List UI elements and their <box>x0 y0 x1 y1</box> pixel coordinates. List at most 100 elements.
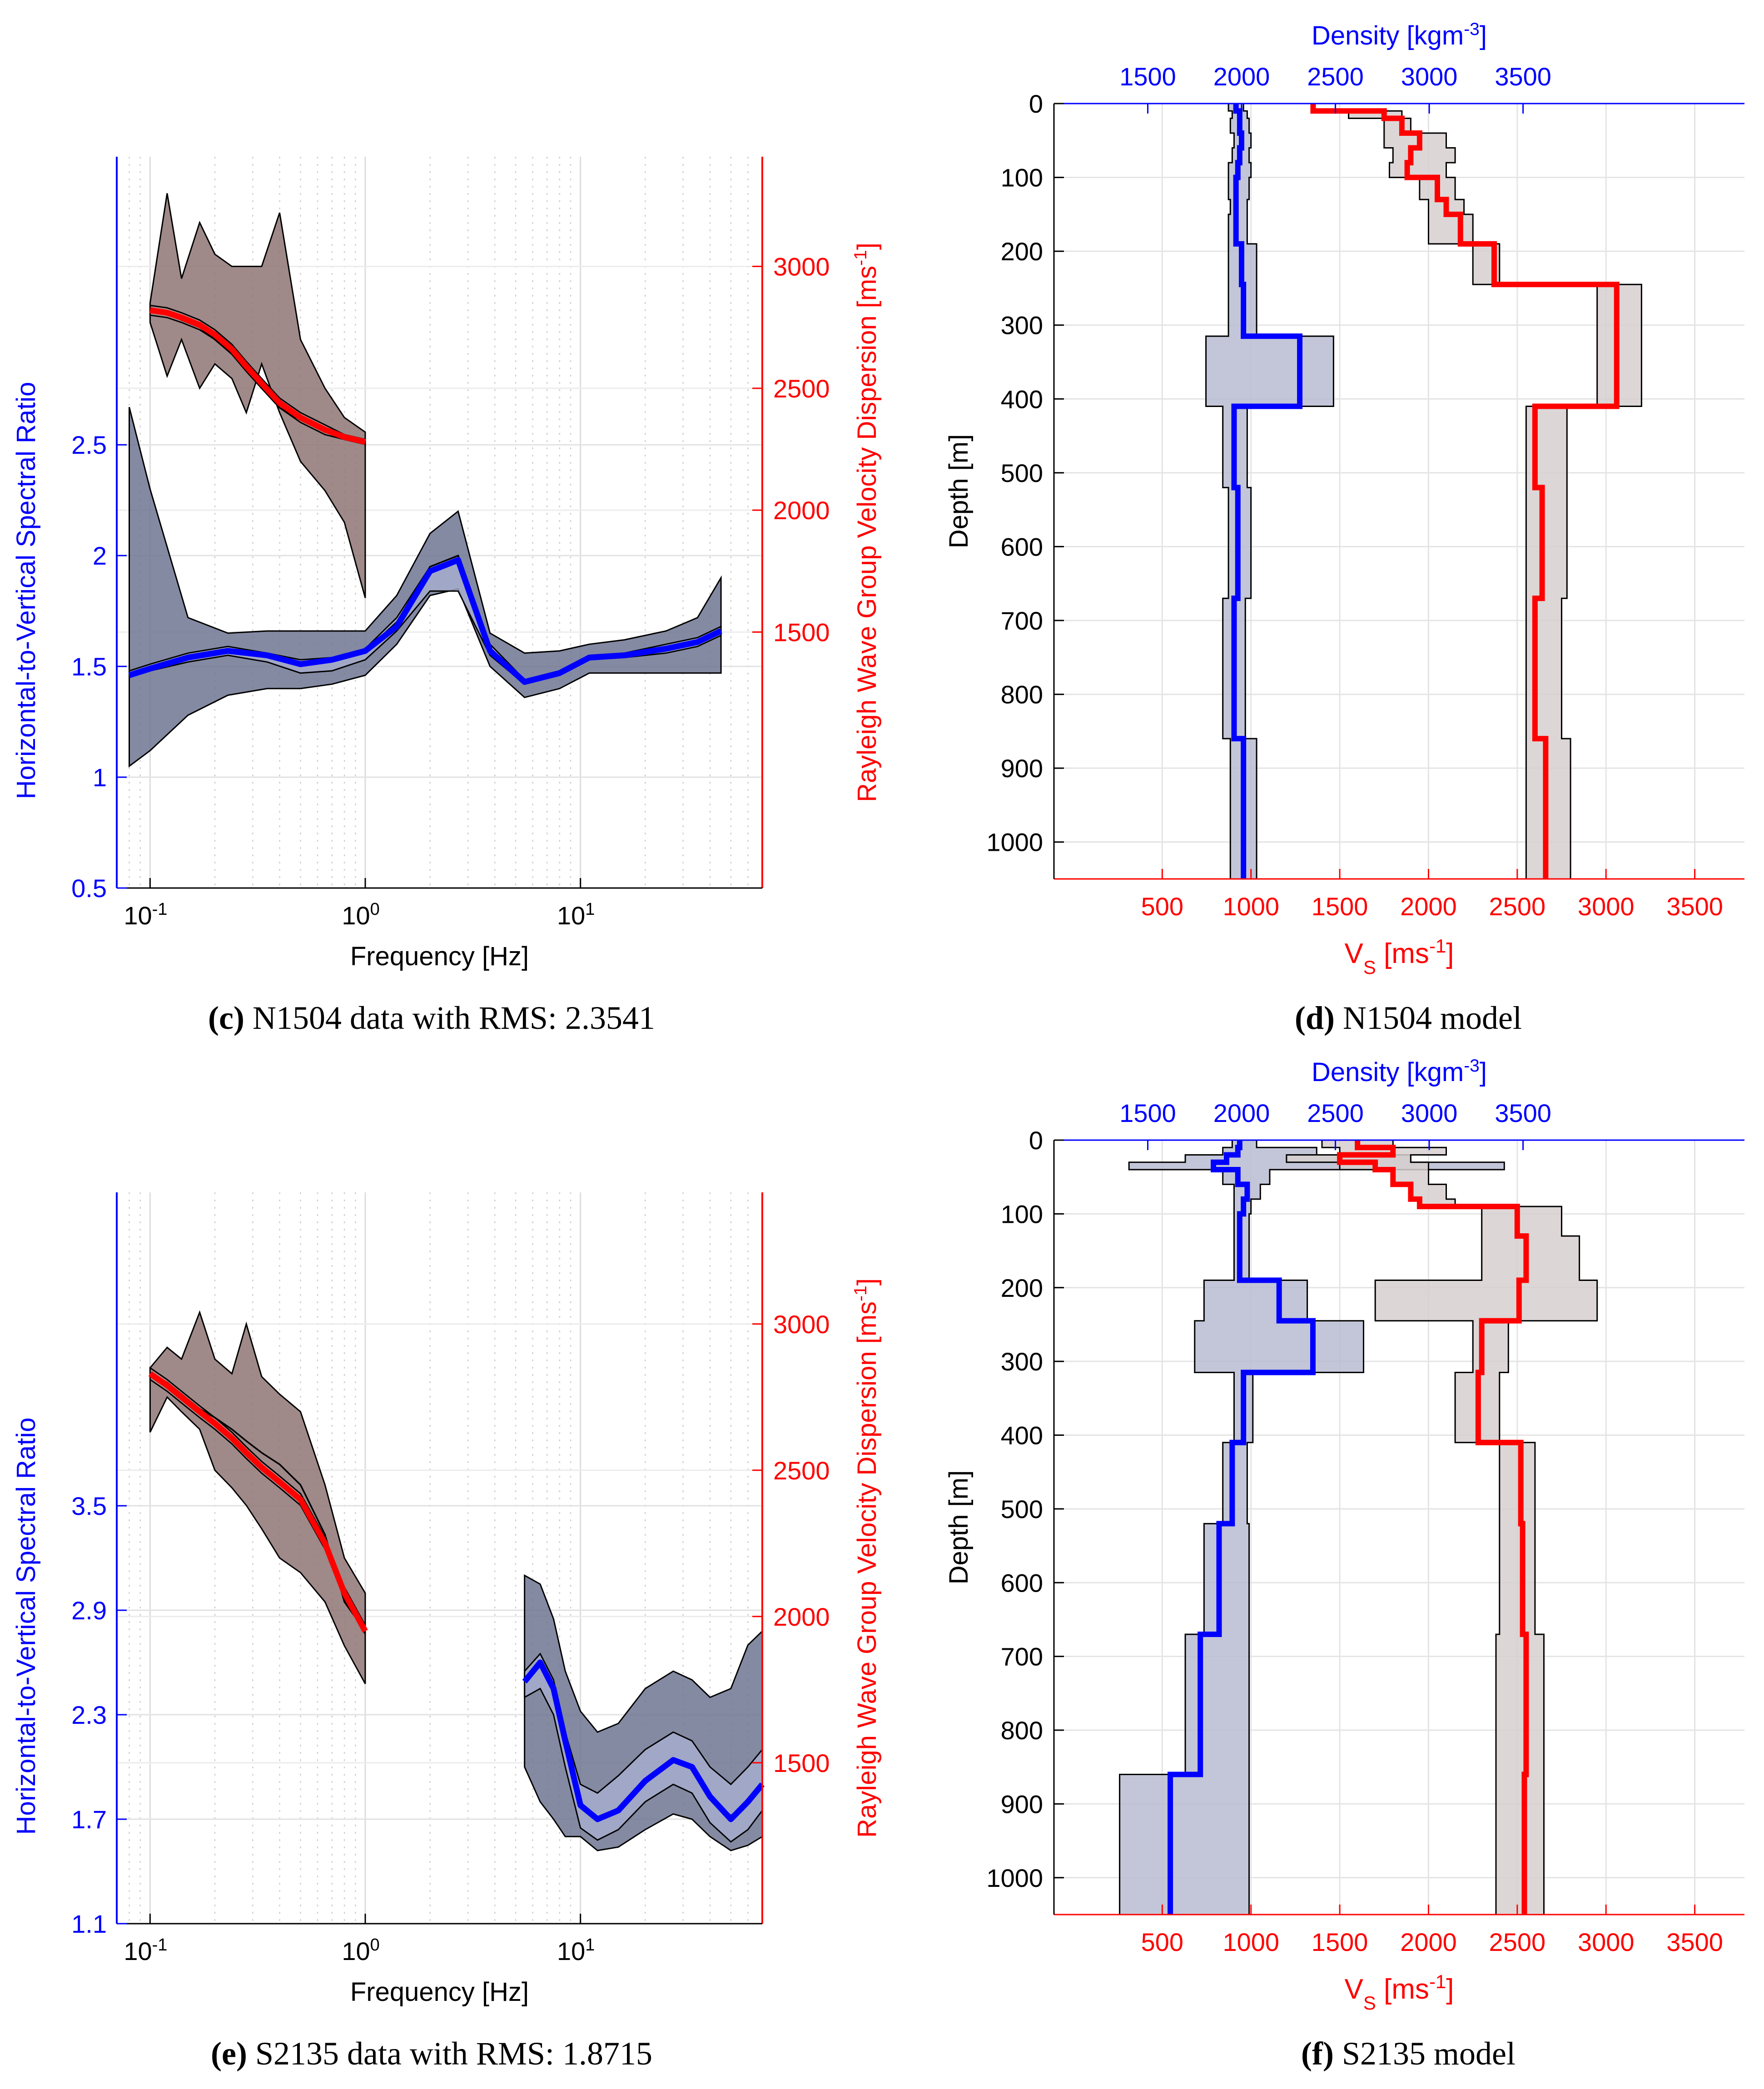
vs-profile-line-f <box>1337 1140 1529 1915</box>
right-tick-label-c: 3000 <box>773 253 830 281</box>
y-tick-label-d: 900 <box>1001 754 1043 783</box>
top-tick-label-d: 3500 <box>1495 62 1551 91</box>
top-axis-label-d: Density [kgm-3] <box>1312 20 1487 51</box>
bottom-tick-label-f: 1000 <box>1222 1928 1279 1956</box>
bottom-tick-label-d: 2500 <box>1489 892 1546 921</box>
bottom-tick-label-f: 2500 <box>1489 1928 1546 1956</box>
bottom-tick-label-d: 1000 <box>1222 892 1279 921</box>
y-axis-label-d: Depth [m] <box>944 434 974 548</box>
right-tick-label-e: 2000 <box>773 1603 830 1631</box>
density-profile-line-f <box>1168 1140 1316 1915</box>
right-tick-label-e: 2500 <box>773 1456 830 1485</box>
left-tick-label-e: 3.5 <box>71 1492 107 1520</box>
caption-c: (c) N1504 data with RMS: 2.3541 <box>208 1000 655 1036</box>
caption-e: (e) S2135 data with RMS: 1.8715 <box>211 2035 652 2072</box>
caption-d: (d) N1504 model <box>1295 1000 1522 1036</box>
left-axis-label-c: Horizontal-to-Vertical Spectral Ratio <box>11 382 41 799</box>
y-tick-label-f: 100 <box>1001 1200 1043 1228</box>
left-tick-label-c: 1 <box>93 763 107 792</box>
bottom-tick-label-f: 3000 <box>1578 1928 1635 1956</box>
left-axis-label-e: Horizontal-to-Vertical Spectral Ratio <box>11 1418 41 1835</box>
left-tick-label-c: 2 <box>93 541 107 570</box>
density-profile-line-d <box>1231 104 1303 879</box>
left-tick-label-e: 1.1 <box>71 1910 107 1938</box>
x-tick-label-c: 10-1 <box>124 900 167 930</box>
right-tick-label-c: 2000 <box>773 496 830 525</box>
y-tick-label-d: 800 <box>1001 680 1043 709</box>
right-tick-label-c: 1500 <box>773 618 830 647</box>
bottom-tick-label-d: 2000 <box>1400 892 1457 921</box>
y-tick-label-d: 400 <box>1001 385 1043 413</box>
bottom-tick-label-d: 500 <box>1141 892 1183 921</box>
top-tick-label-d: 2000 <box>1213 62 1270 91</box>
bottom-tick-label-d: 3000 <box>1578 892 1635 921</box>
y-tick-label-f: 900 <box>1001 1790 1043 1818</box>
bottom-tick-label-d: 3500 <box>1666 892 1723 921</box>
right-axis-label-c: Rayleigh Wave Group Velocity Dispersion … <box>851 243 882 802</box>
vs-uncertainty-band-f <box>1286 1139 1598 1915</box>
x-tick-label-e: 10-1 <box>124 1935 167 1965</box>
x-tick-label-e: 101 <box>557 1935 595 1965</box>
y-tick-label-f: 800 <box>1001 1716 1043 1745</box>
y-tick-label-f: 1000 <box>986 1864 1043 1892</box>
top-tick-label-f: 2000 <box>1213 1099 1270 1127</box>
x-axis-label-e: Frequency [Hz] <box>350 1977 529 2007</box>
y-tick-label-d: 100 <box>1001 164 1043 192</box>
right-axis-label-e: Rayleigh Wave Group Velocity Dispersion … <box>851 1278 882 1838</box>
bottom-tick-label-f: 1500 <box>1312 1928 1368 1956</box>
hv-best-fit-line-c <box>128 557 722 685</box>
y-tick-label-d: 300 <box>1001 311 1043 340</box>
y-tick-label-d: 200 <box>1001 237 1043 266</box>
left-tick-label-c: 0.5 <box>71 874 107 903</box>
right-tick-label-e: 3000 <box>773 1310 830 1339</box>
left-tick-label-e: 2.9 <box>71 1596 107 1625</box>
y-tick-label-d: 700 <box>1001 606 1043 635</box>
bottom-tick-label-f: 500 <box>1141 1928 1183 1956</box>
bottom-axis-label-d: VS [ms-1] <box>1344 935 1454 978</box>
vs-profile-line-d <box>1310 104 1620 879</box>
right-tick-label-c: 2500 <box>773 374 830 403</box>
rayleigh-best-fit-line-c <box>149 307 366 445</box>
y-tick-label-f: 300 <box>1001 1347 1043 1376</box>
top-axis-label-f: Density [kgm-3] <box>1312 1056 1487 1087</box>
y-tick-label-f: 0 <box>1029 1126 1043 1155</box>
y-tick-label-d: 600 <box>1001 532 1043 561</box>
rayleigh-data-band-c <box>149 193 366 598</box>
right-tick-label-e: 1500 <box>773 1749 830 1777</box>
rayleigh-data-band-e <box>149 1310 366 1684</box>
y-tick-label-f: 400 <box>1001 1421 1043 1450</box>
top-tick-label-d: 3000 <box>1401 62 1458 91</box>
x-tick-label-c: 100 <box>342 900 379 930</box>
y-tick-label-f: 700 <box>1001 1642 1043 1671</box>
y-axis-label-f: Depth [m] <box>944 1470 974 1584</box>
x-tick-label-e: 100 <box>342 1935 379 1965</box>
y-tick-label-f: 200 <box>1001 1274 1043 1302</box>
bottom-tick-label-d: 1500 <box>1312 892 1368 921</box>
left-tick-label-e: 1.7 <box>71 1805 107 1834</box>
x-axis-label-c: Frequency [Hz] <box>350 942 529 971</box>
y-tick-label-d: 500 <box>1001 459 1043 487</box>
hv-best-fit-line-e <box>522 1659 765 1822</box>
left-tick-label-c: 2.5 <box>71 431 107 459</box>
bottom-axis-label-f: VS [ms-1] <box>1344 1971 1454 2014</box>
top-tick-label-d: 1500 <box>1119 62 1176 91</box>
density-uncertainty-band-d <box>1205 103 1334 880</box>
y-tick-label-d: 1000 <box>986 828 1043 857</box>
y-tick-label-d: 0 <box>1029 89 1043 118</box>
top-tick-label-f: 2500 <box>1307 1099 1364 1127</box>
caption-f: (f) S2135 model <box>1301 2035 1516 2072</box>
density-uncertainty-band-f <box>1119 1139 1505 1915</box>
rayleigh-best-fit-line-e <box>148 1371 368 1633</box>
y-tick-label-f: 600 <box>1001 1568 1043 1597</box>
rayleigh-model-band-e <box>149 1366 366 1637</box>
top-tick-label-f: 1500 <box>1119 1099 1176 1127</box>
vs-uncertainty-band-d <box>1312 104 1642 880</box>
left-tick-label-c: 1.5 <box>71 652 107 681</box>
bottom-tick-label-f: 2000 <box>1400 1928 1457 1956</box>
y-tick-label-f: 500 <box>1001 1495 1043 1523</box>
top-tick-label-f: 3500 <box>1495 1099 1551 1127</box>
top-tick-label-d: 2500 <box>1307 62 1364 91</box>
bottom-tick-label-f: 3500 <box>1666 1928 1723 1956</box>
top-tick-label-f: 3000 <box>1401 1099 1458 1127</box>
